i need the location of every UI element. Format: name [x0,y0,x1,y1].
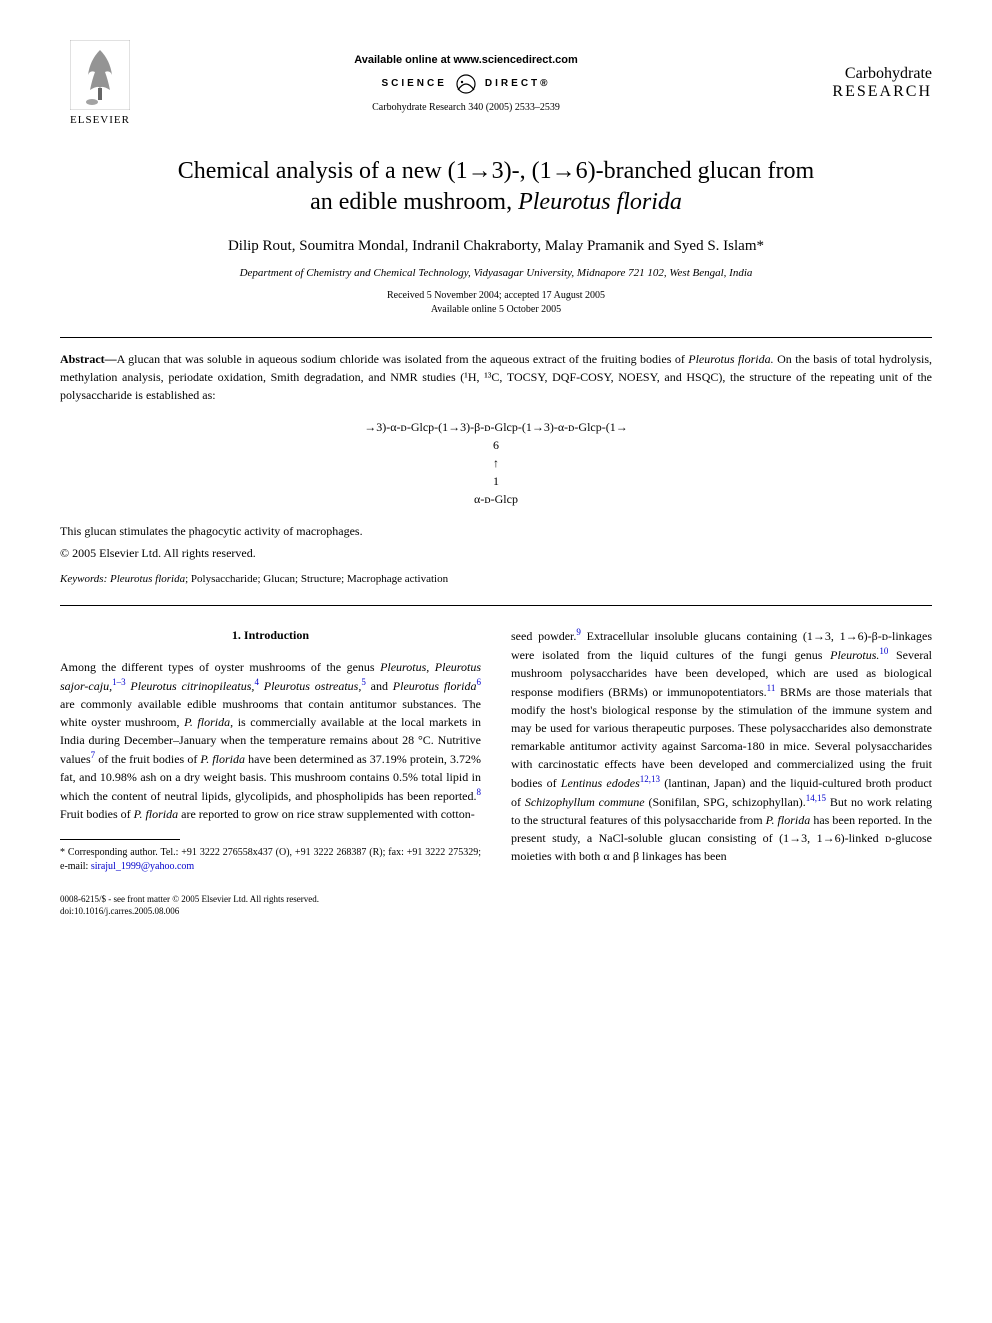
abstract-label: Abstract— [60,352,117,366]
structure-line4: 1 [60,472,932,490]
affiliation: Department of Chemistry and Chemical Tec… [60,267,932,279]
journal-name-line2: RESEARCH [792,83,932,101]
ref-link-1-3[interactable]: 1–3 [112,677,126,687]
received-date: Received 5 November 2004; accepted 17 Au… [387,290,605,301]
ref-link-12-13[interactable]: 12,13 [640,774,660,784]
doi: doi:10.1016/j.carres.2005.08.006 [60,906,932,918]
title-line2-prefix: an edible mushroom, [310,189,518,215]
keywords: Keywords: Pleurotus florida; Polysacchar… [60,573,932,585]
authors: Dilip Rout, Soumitra Mondal, Indranil Ch… [60,238,932,255]
ref-link-14-15[interactable]: 14,15 [806,793,826,803]
copyright: © 2005 Elsevier Ltd. All rights reserved… [60,546,932,561]
column-right: seed powder.9 Extracellular insoluble gl… [511,626,932,874]
sciencedirect-icon [451,74,481,94]
article-title: Chemical analysis of a new (1→3)-, (1→6)… [80,156,912,218]
header-center: Available online at www.sciencedirect.co… [140,54,792,113]
page-header: ELSEVIER Available online at www.science… [60,40,932,126]
science-direct-brand: SCIENCE DIRECT® [140,74,792,94]
journal-logo: Carbohydrate RESEARCH [792,65,932,101]
available-online-text: Available online at www.sciencedirect.co… [140,54,792,66]
publisher-name: ELSEVIER [70,114,130,126]
email-link[interactable]: sirajul_1999@yahoo.com [91,861,194,872]
intro-paragraph-right: seed powder.9 Extracellular insoluble gl… [511,626,932,865]
structure-line1: →3)-α-ᴅ-Glcp-(1→3)-β-ᴅ-Glcp-(1→3)-α-ᴅ-Gl… [60,418,932,436]
structure-line5: α-ᴅ-Glcp [60,490,932,508]
front-matter: 0008-6215/$ - see front matter © 2005 El… [60,894,932,906]
keywords-italic: Pleurotus florida [110,573,185,585]
divider-top [60,337,932,338]
ref-link-10[interactable]: 10 [879,646,888,656]
ref-link-6[interactable]: 6 [477,677,482,687]
keywords-rest: ; Polysaccharide; Glucan; Structure; Mac… [185,573,448,585]
sd-text-right: DIRECT® [485,78,551,89]
footnote-separator [60,839,180,840]
structure-line2: 6 [60,436,932,454]
abstract-body-1: A glucan that was soluble in aqueous sod… [117,352,689,366]
abstract-italic-1: Pleurotus florida. [688,352,773,366]
corresponding-author-footnote: * Corresponding author. Tel.: +91 3222 2… [60,846,481,874]
post-abstract: This glucan stimulates the phagocytic ac… [60,522,932,540]
journal-name-line1: Carbohydrate [792,65,932,83]
bottom-metadata: 0008-6215/$ - see front matter © 2005 El… [60,894,932,917]
structure-line3: ↑ [60,454,932,472]
column-left: 1. Introduction Among the different type… [60,626,481,874]
journal-citation: Carbohydrate Research 340 (2005) 2533–25… [140,102,792,113]
body-columns: 1. Introduction Among the different type… [60,626,932,874]
title-line1: Chemical analysis of a new (1→3)-, (1→6)… [178,158,814,184]
chemical-structure: →3)-α-ᴅ-Glcp-(1→3)-β-ᴅ-Glcp-(1→3)-α-ᴅ-Gl… [60,418,932,508]
publisher-logo: ELSEVIER [60,40,140,126]
divider-bottom [60,605,932,606]
intro-paragraph-left: Among the different types of oyster mush… [60,658,481,823]
elsevier-tree-icon [70,40,130,110]
sd-text-left: SCIENCE [381,78,446,89]
abstract-block: Abstract—A glucan that was soluble in aq… [60,350,932,404]
keywords-label: Keywords: [60,573,110,585]
section-1-heading: 1. Introduction [60,626,481,644]
publication-dates: Received 5 November 2004; accepted 17 Au… [60,289,932,317]
online-date: Available online 5 October 2005 [431,304,561,315]
ref-link-8[interactable]: 8 [477,787,482,797]
title-line2-italic: Pleurotus florida [518,189,682,215]
